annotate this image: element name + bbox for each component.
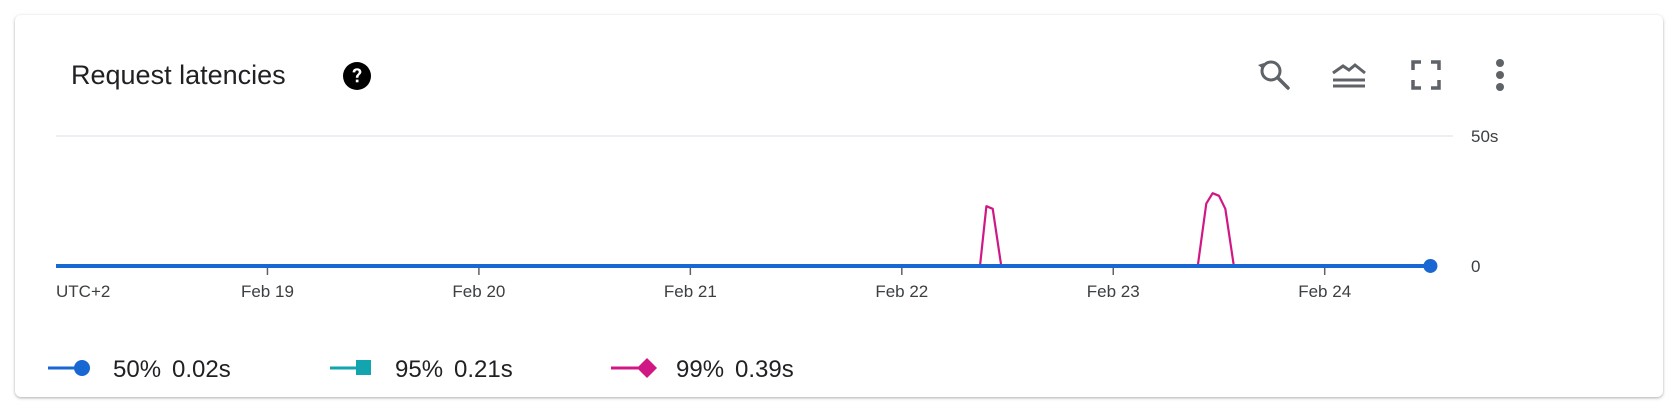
zoom-reset-icon: [1258, 60, 1290, 90]
x-tick-label: Feb 19: [241, 282, 294, 301]
chart-title: Request latencies: [71, 60, 286, 90]
legend-diamond-icon: [611, 358, 657, 378]
request-latencies-card: Request latencies: [15, 15, 1663, 397]
legend-circle-icon: [48, 360, 90, 376]
legend-series-name: 95%: [395, 356, 444, 383]
legend-square-icon: [330, 360, 371, 375]
legend-series-name: 99%: [676, 356, 725, 383]
reset-zoom-button[interactable]: [1252, 53, 1296, 97]
y-tick-label: 0: [1471, 257, 1480, 276]
stacked-lines-icon: [1332, 63, 1366, 88]
legend-item-99pct[interactable]: 99% 0.39s: [611, 351, 851, 387]
legend-toggle-button[interactable]: [1327, 53, 1371, 97]
legend-series-value: 0.39s: [735, 356, 794, 383]
help-circle-icon[interactable]: [341, 60, 373, 92]
series-end-point: [1423, 258, 1438, 273]
fullscreen-icon: [1411, 60, 1441, 90]
series-line-99pct: [56, 192, 1431, 267]
more-options-button[interactable]: [1478, 53, 1522, 97]
latency-chart: Feb 19 Feb 20 Feb 21 Feb 22 Feb 23 Feb 24 50s…: [56, 127, 1498, 301]
legend-item-95pct[interactable]: 95% 0.21s: [330, 351, 570, 387]
legend-series-name: 50%: [113, 356, 162, 383]
more-vert-icon: [1496, 59, 1504, 91]
fullscreen-button[interactable]: [1404, 53, 1448, 97]
y-tick-label: 50s: [1471, 127, 1498, 146]
legend-series-value: 0.02s: [172, 356, 231, 383]
timezone-label: UTC+2: [56, 282, 110, 301]
x-tick-label: Feb 20: [452, 282, 505, 301]
x-tick-label: Feb 21: [664, 282, 717, 301]
legend-item-50pct[interactable]: 50% 0.02s: [48, 351, 288, 387]
x-tick-label: Feb 23: [1087, 282, 1140, 301]
legend-series-value: 0.21s: [454, 356, 513, 383]
x-tick-label: Feb 22: [875, 282, 928, 301]
x-tick-label: Feb 24: [1298, 282, 1351, 301]
